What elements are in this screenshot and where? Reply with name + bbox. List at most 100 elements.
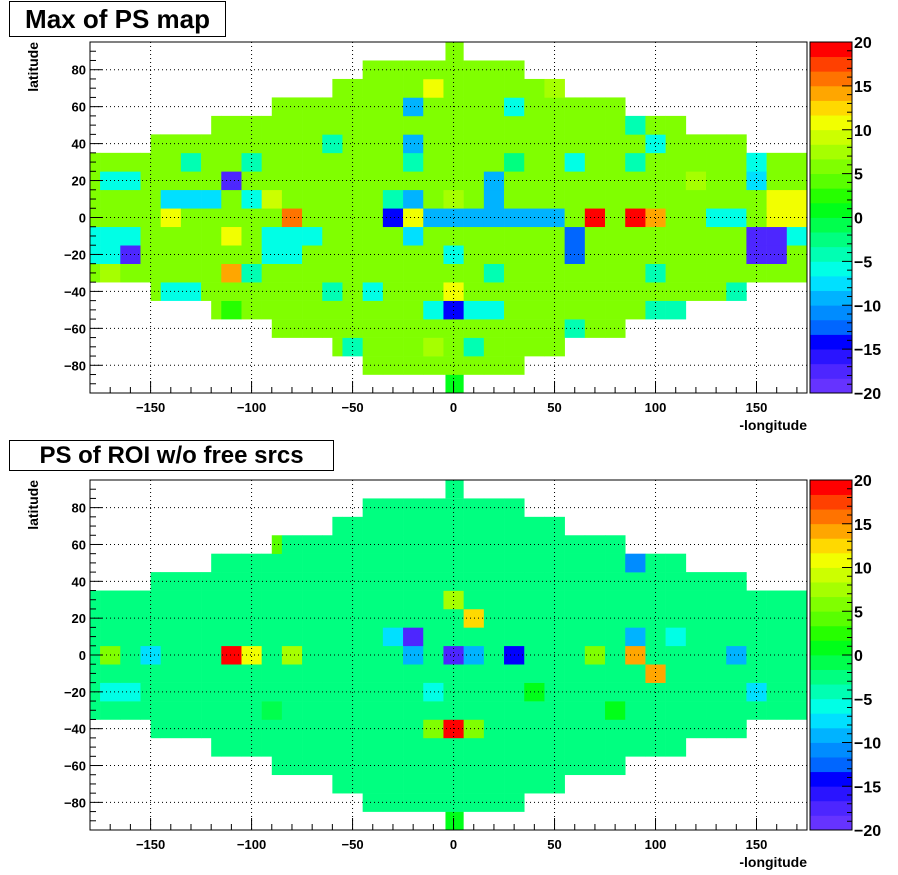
heatmap-cell [423,226,444,246]
heatmap-cell [302,134,323,154]
colorbar-tick-label: 20 [854,35,872,52]
heatmap-cell [322,553,343,573]
y-tick-label: 0 [79,648,86,663]
heatmap-cell [665,664,687,683]
heatmap-cell [342,78,363,98]
heatmap-cell [685,282,707,301]
heatmap-cell [382,356,404,375]
heatmap-cell [685,263,707,283]
heatmap-cell [362,553,384,573]
heatmap-cell [463,682,485,702]
x-axis: −150 −100 −50 0 50 100 150 -longitude [89,381,807,433]
heatmap-cell [180,627,202,647]
heatmap-cell [362,152,384,172]
heatmap-cell [685,590,707,610]
heatmap-cell [120,263,141,283]
heatmap-cell [443,498,464,518]
heatmap-cell [584,134,606,154]
y-tick-label: −60 [64,759,86,774]
heatmap-cell [403,60,424,80]
grid-lines [90,42,807,393]
heatmap-cell [443,171,464,191]
heatmap-cell [180,171,202,191]
colorbar-swatch [810,480,852,495]
heatmap-cell [382,300,404,320]
heatmap-cell [645,572,666,591]
heatmap-cell [584,263,606,283]
heatmap-cell [281,645,303,665]
heatmap-cell [463,226,485,246]
heatmap-cell [665,572,687,591]
heatmap-cell [766,171,788,191]
heatmap-cell [544,516,565,536]
heatmap-cell [221,719,242,739]
heatmap-cell [463,97,485,117]
y-tick-label: 0 [79,211,86,226]
heatmap-cell [221,608,242,628]
heatmap-cell [665,208,687,228]
heatmap-cell [605,152,626,172]
heatmap-cell [564,664,586,683]
heatmap-cell [625,134,646,154]
heatmap-cell [463,134,485,154]
heatmap-cell [443,60,464,80]
heatmap-cell [463,171,485,191]
heatmap-cell [241,608,262,628]
heatmap-cell [645,664,666,683]
heatmap-cell [665,737,687,757]
heatmap-cell [786,226,808,246]
heatmap-cell [322,152,343,172]
heatmap-cell [625,115,646,135]
heatmap-cell [766,682,788,702]
heatmap-cell [423,682,444,702]
heatmap-cell [625,282,646,301]
y-tick-label: 60 [72,537,86,552]
heatmap-cell [665,590,687,610]
heatmap-cell [403,627,424,647]
heatmap-cell [382,208,404,228]
heatmap-cell [342,115,363,135]
heatmap-cell [261,572,283,591]
heatmap-cell [766,189,788,209]
heatmap-cell [140,664,161,683]
heatmap-cell [201,645,222,665]
heatmap-cell [786,645,808,665]
heatmap-cell [180,208,202,228]
colorbar-tick-label: 5 [854,167,863,184]
heatmap-cell [605,590,626,610]
heatmap-cell [382,590,404,610]
heatmap-cell [443,115,464,135]
heatmap-cell [665,134,687,154]
heatmap-cell [120,701,141,720]
heatmap-cell [241,590,262,610]
heatmap-cell [100,226,121,246]
heatmap-cell [403,664,424,683]
heatmap-cell [201,664,222,683]
heatmap-cell [362,756,384,776]
heatmap-cell [271,319,283,338]
heatmap-cell [221,226,242,246]
heatmap-cell [483,78,505,98]
colorbar-tick-label: −10 [854,736,881,753]
heatmap-cell [445,374,464,393]
heatmap-cell [584,97,606,117]
heatmap-cell [605,282,626,301]
heatmap-cell [221,208,242,228]
heatmap-cell [180,189,202,209]
heatmap-cell [786,608,808,628]
heatmap-cell [665,152,687,172]
heatmap-cell [463,300,485,320]
heatmap-cell [362,60,384,80]
heatmap-cell [766,608,788,628]
heatmap-cell [382,737,404,757]
heatmap-cell [645,282,666,301]
heatmap-cell [322,171,343,191]
heatmap-cell [201,189,222,209]
heatmap-cell [584,627,606,647]
heatmap-cell [766,208,788,228]
heatmap-cell [281,682,303,702]
heatmap-cell [625,719,646,739]
heatmap-cell [625,737,646,757]
x-axis: −150 −100 −50 0 50 100 150 -longitude [89,818,807,870]
heatmap-cell [524,152,545,172]
